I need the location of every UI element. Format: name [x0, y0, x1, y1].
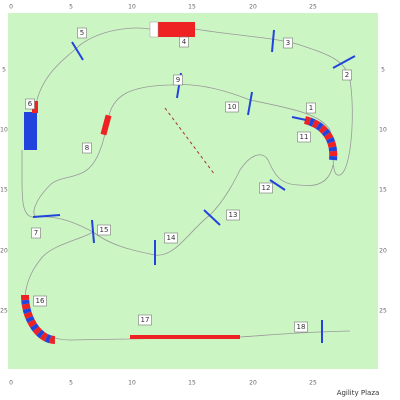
obstacle-box — [297, 131, 311, 143]
obstacle-box — [25, 98, 35, 110]
obstacle-box — [294, 321, 308, 333]
obstacle-number: 13 — [229, 211, 238, 219]
obstacle-box — [306, 102, 316, 114]
axis-label: 15 — [188, 380, 196, 387]
table — [32, 101, 38, 113]
curved-tunnel — [21, 294, 56, 344]
obstacle-number: 7 — [34, 229, 38, 237]
obstacle-box — [31, 227, 41, 239]
footer: Agility Plaza — [337, 389, 380, 397]
obstacle-box — [179, 36, 189, 48]
axis-label: 15 — [379, 187, 387, 194]
axis-label: 20 — [379, 248, 387, 255]
axis-label: 0 — [9, 380, 13, 387]
axis-label: 5 — [381, 67, 385, 74]
obstacle-box — [138, 314, 152, 326]
axis-label: 20 — [249, 380, 257, 387]
obstacle-number: 3 — [286, 39, 290, 47]
obstacle-box — [82, 142, 92, 154]
axis-label: 5 — [2, 67, 6, 74]
obstacle-number: 2 — [345, 71, 349, 79]
weave-poles — [164, 107, 216, 176]
table — [100, 114, 112, 136]
axis-label: 25 — [0, 308, 8, 315]
obstacle-number: 9 — [176, 76, 180, 84]
obstacle-number: 10 — [228, 103, 237, 111]
axis-label: 5 — [69, 380, 73, 387]
axis-label: 15 — [188, 4, 196, 11]
axis-label: 10 — [0, 127, 8, 134]
axis-label: 25 — [309, 4, 317, 11]
obstacle-number: 16 — [36, 297, 45, 305]
obstacle-number: 17 — [141, 316, 150, 324]
obstacle-box — [33, 295, 47, 307]
axis-label: 10 — [379, 127, 387, 134]
obstacle-number: 18 — [297, 323, 306, 331]
obstacle-box — [173, 74, 183, 86]
tunnel-end — [149, 21, 159, 38]
obstacle-box — [164, 232, 178, 244]
obstacle-number: 11 — [300, 133, 309, 141]
field — [8, 13, 378, 369]
obstacle-box — [342, 69, 352, 81]
obstacle-number: 12 — [262, 184, 271, 192]
axis-label: 10 — [128, 4, 136, 11]
axis-label: 20 — [0, 248, 8, 255]
axis-label: 25 — [309, 380, 317, 387]
obstacle-number: 14 — [167, 234, 176, 242]
obstacle-box — [225, 101, 239, 113]
obstacle-number: 6 — [28, 100, 33, 108]
tunnel — [150, 22, 195, 37]
obstacle-box — [283, 37, 293, 49]
tunnel — [24, 112, 37, 150]
obstacle-number: 4 — [182, 38, 187, 46]
obstacle-box — [77, 27, 87, 39]
obstacle-box — [259, 182, 273, 194]
axis-label: 20 — [249, 4, 257, 11]
axis-label: 5 — [69, 4, 73, 11]
obstacle-box — [97, 224, 111, 236]
curved-tunnel — [21, 294, 56, 344]
axis-label: 10 — [128, 380, 136, 387]
obstacle-box — [226, 209, 240, 221]
curved-tunnel — [303, 116, 338, 161]
jumps — [32, 29, 356, 343]
axis-label: 15 — [0, 187, 8, 194]
axis-label: 25 — [379, 308, 387, 315]
obstacle-number: 5 — [80, 29, 84, 37]
axis-label: 0 — [9, 4, 13, 11]
obstacle-number: 8 — [85, 144, 89, 152]
obstacle-number: 1 — [309, 104, 313, 112]
obstacle-number: 15 — [100, 226, 109, 234]
